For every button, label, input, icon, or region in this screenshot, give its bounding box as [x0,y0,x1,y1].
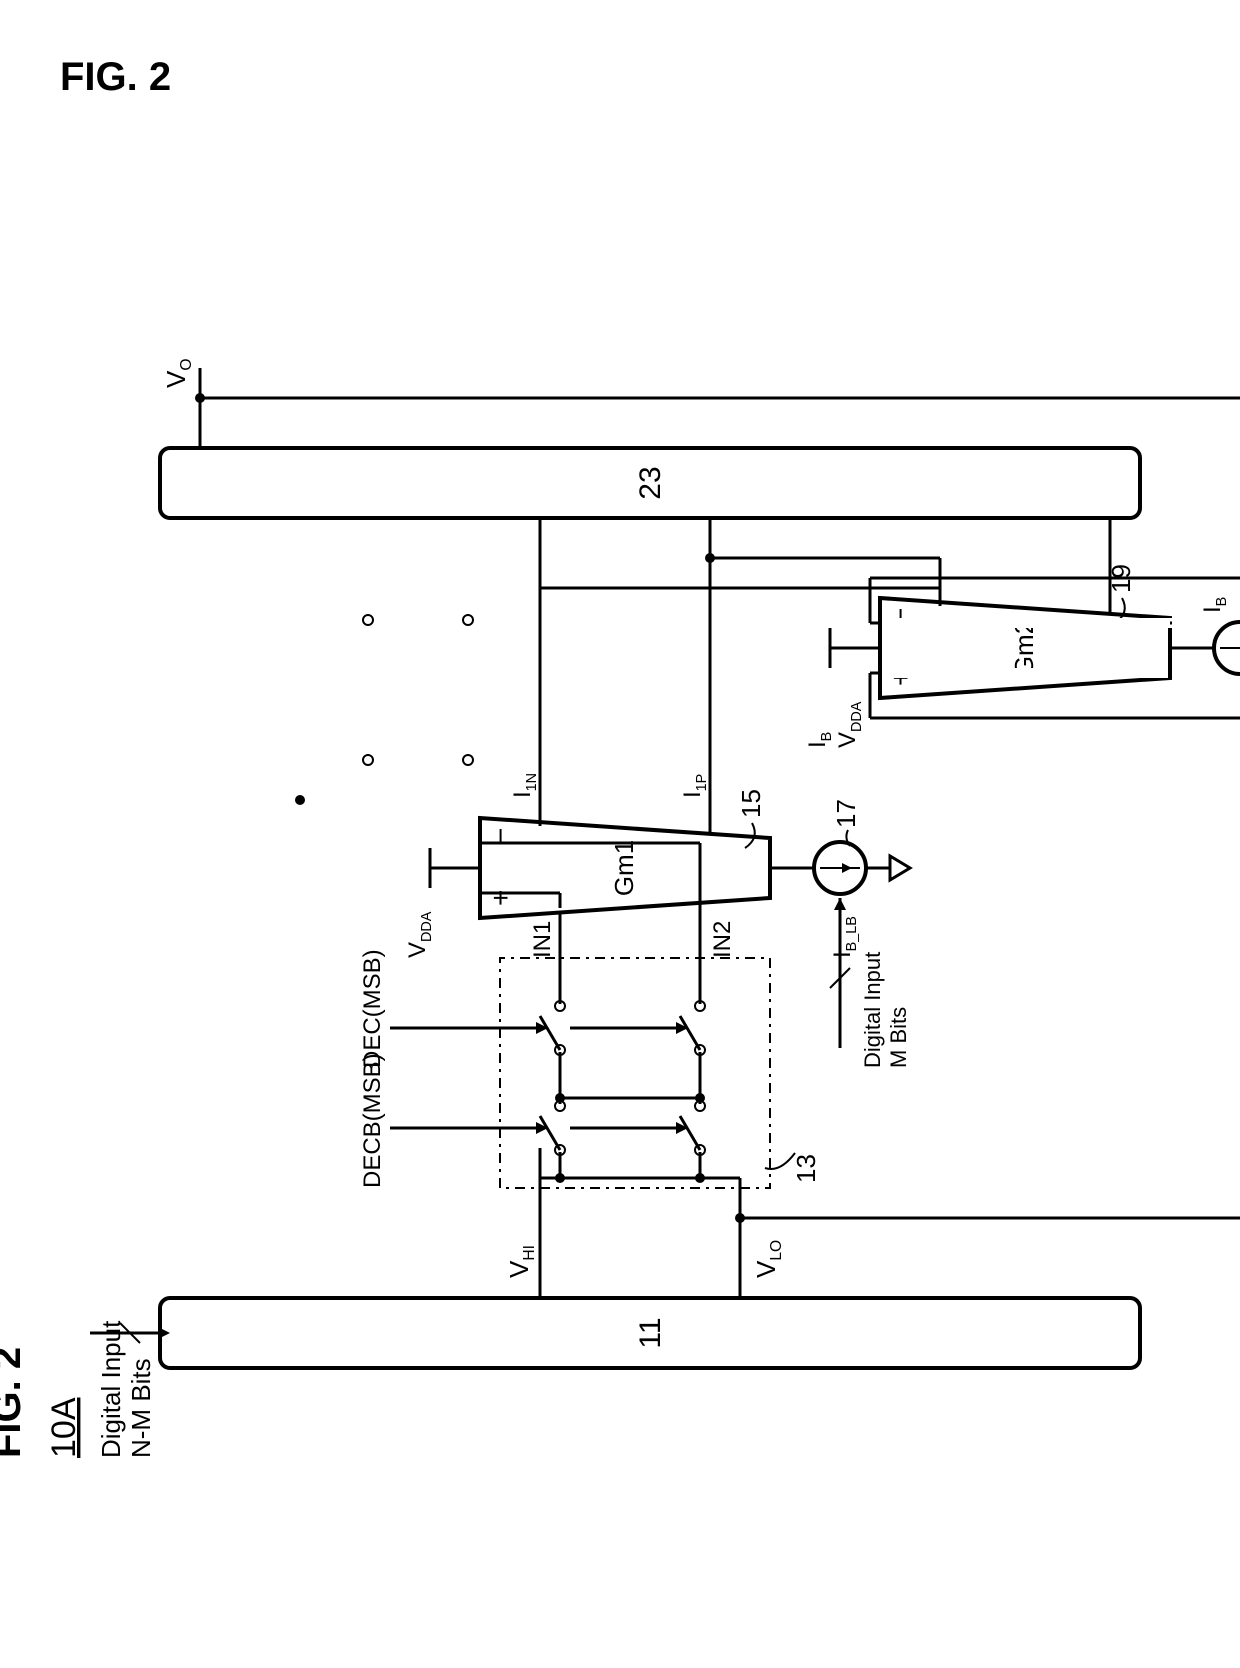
svg-text:13: 13 [791,1154,821,1183]
svg-text:IN1: IN1 [529,921,556,958]
svg-text:23: 23 [634,466,667,499]
svg-text:VDDA: VDDA [834,701,865,748]
svg-text:10A: 10A [45,1397,83,1458]
svg-text:I1P: I1P [679,774,710,798]
svg-text:VLO: VLO [751,1240,785,1278]
svg-text:VHI: VHI [504,1245,538,1278]
svg-text:Gm1: Gm1 [609,840,639,896]
svg-text:IB: IB [804,732,835,748]
svg-text:15: 15 [736,789,766,818]
svg-text:M Bits: M Bits [886,1007,911,1068]
svg-text:Digital Input: Digital Input [860,952,885,1068]
svg-text:VDDA: VDDA [404,911,435,958]
svg-text:Digital Input: Digital Input [96,1320,126,1458]
svg-text:17: 17 [831,799,861,828]
svg-text:DECB(MSB): DECB(MSB) [359,1053,386,1188]
svg-text:FIG. 2: FIG. 2 [60,55,171,99]
svg-text:IN2: IN2 [709,921,736,958]
svg-text:I1N: I1N [509,773,540,798]
svg-text:11: 11 [634,1317,667,1348]
svg-text:DEC(MSB): DEC(MSB) [359,949,386,1068]
svg-text:N-M Bits: N-M Bits [126,1358,156,1458]
svg-text:Gm2: Gm2 [1009,620,1039,676]
svg-text:VO: VO [161,359,195,388]
svg-text:IB_LB: IB_LB [829,916,860,958]
svg-text:IB: IB [1199,597,1230,613]
svg-text:FIG. 2: FIG. 2 [0,1347,29,1458]
